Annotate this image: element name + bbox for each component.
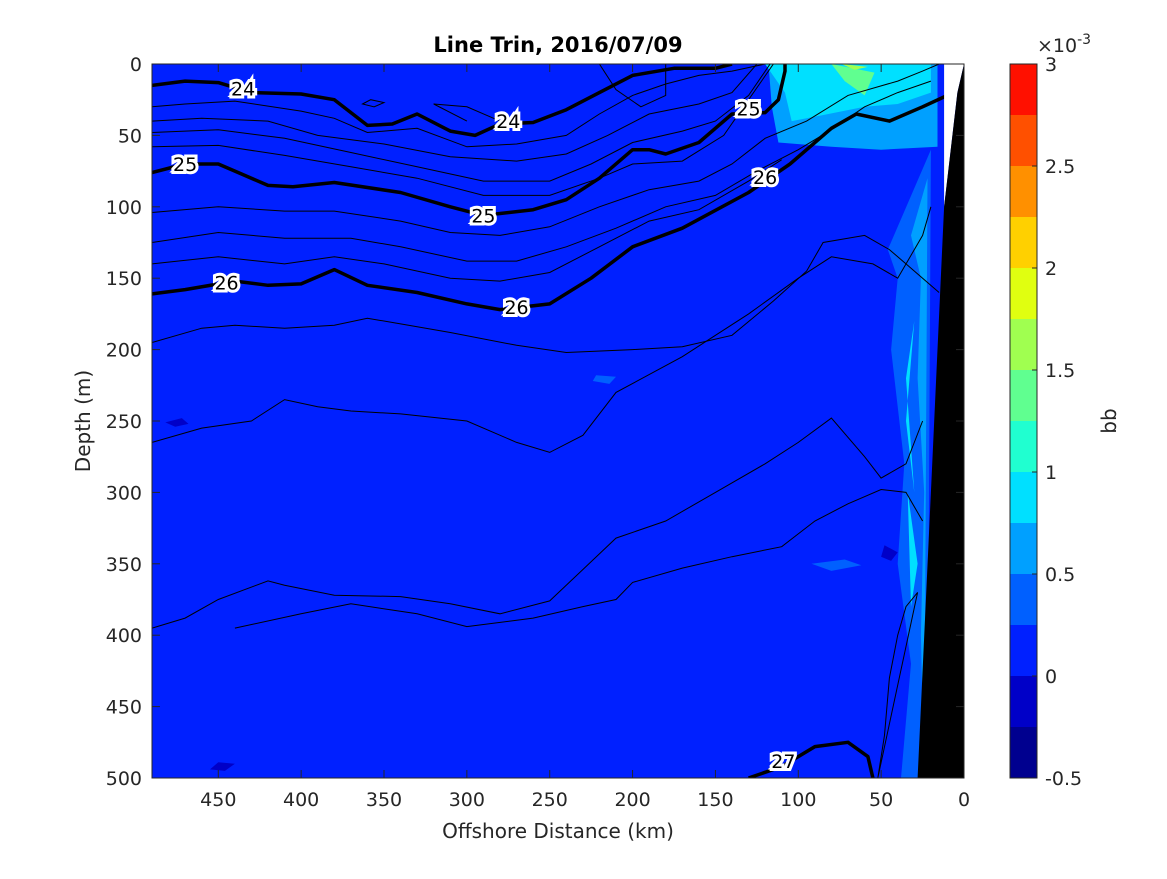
y-tick-label-400: 400 <box>106 625 142 647</box>
colorbar-band-6 <box>1010 421 1037 472</box>
density-contour-24 <box>152 64 733 138</box>
x-tick-label-200: 200 <box>614 789 650 811</box>
colorbar-band-10 <box>1010 217 1037 268</box>
thin-contour-1 <box>152 64 758 162</box>
bb-background-fill <box>152 64 964 778</box>
thin-contour-11 <box>433 103 501 122</box>
thin-contour-12 <box>598 64 667 108</box>
contour-label-27-0: 27 <box>771 751 795 773</box>
closed-contour-1 <box>877 592 919 778</box>
x-tick-label-450: 450 <box>200 789 236 811</box>
colorbar-exponent: ×10-3 <box>1037 32 1091 57</box>
colorbar-tick-label-3: 1.5 <box>1045 360 1075 382</box>
colorbar-frame <box>1009 63 1038 779</box>
colorbar: 3 2.5 2 1.5 1 0.5 0 -0.5 <box>1009 54 1082 790</box>
colorbar-tick-label-1: 2.5 <box>1045 156 1075 178</box>
y-tick-label-300: 300 <box>106 482 142 504</box>
y-tick-label-100: 100 <box>106 197 142 219</box>
coast-white-wedge <box>944 64 964 207</box>
contour-label-26-1: 26 <box>504 297 528 319</box>
colorbar-band-13 <box>1010 64 1037 115</box>
thin-contour-2 <box>152 64 771 182</box>
x-axis-label: Offshore Distance (km) <box>442 819 674 843</box>
y-tick-label-450: 450 <box>106 697 142 719</box>
y-tick-label-200: 200 <box>106 340 142 362</box>
density-contour-26 <box>152 93 949 312</box>
colorbar-band-11 <box>1010 166 1037 217</box>
y-tick-label-350: 350 <box>106 554 142 576</box>
thin-contour-6 <box>152 159 782 282</box>
plot-area: 24 24 25 25 25 26 26 26 27 <box>152 64 964 778</box>
colorbar-band-2 <box>1010 625 1037 676</box>
colorbar-label: bb <box>1097 408 1121 433</box>
colorbar-band-5 <box>1010 472 1037 523</box>
colorbar-tick-label-0: 3 <box>1045 54 1057 76</box>
bb-fill-region-1 <box>911 178 928 778</box>
colorbar-tick-label-6: 0 <box>1045 666 1057 688</box>
contour-label-24-0: 24 <box>231 78 255 100</box>
bb-fill-region-7 <box>907 492 918 607</box>
bb-small-patch-1 <box>210 762 235 771</box>
x-axis: 450 400 350 300 250 200 150 100 50 0 <box>200 64 970 811</box>
contour-label-26-0: 26 <box>214 272 238 294</box>
x-tick-label-150: 150 <box>697 789 733 811</box>
closed-contour-0 <box>361 99 386 108</box>
contour-label-26-2: 26 <box>753 167 777 189</box>
x-tick-label-100: 100 <box>780 789 816 811</box>
bb-small-patch-3 <box>811 559 862 571</box>
y-axis: 0 50 100 150 200 250 300 350 400 450 500 <box>106 54 964 790</box>
contour-label-25-1: 25 <box>471 205 495 227</box>
colorbar-band-7 <box>1010 370 1037 421</box>
x-tick-label-400: 400 <box>283 789 319 811</box>
y-axis-label: Depth (m) <box>71 370 95 472</box>
thin-contour-9 <box>152 417 924 629</box>
x-tick-label-350: 350 <box>366 789 402 811</box>
y-tick-label-50: 50 <box>118 125 142 147</box>
thin-contour-8 <box>152 206 932 453</box>
colorbar-band-4 <box>1010 523 1037 574</box>
contour-label-24-1: 24 <box>496 111 520 133</box>
y-tick-label-0: 0 <box>130 54 142 76</box>
contour-label-25-0: 25 <box>173 154 197 176</box>
bb-small-patch-2 <box>881 545 898 561</box>
x-tick-label-250: 250 <box>532 789 568 811</box>
contour-label-25-2: 25 <box>736 98 760 120</box>
thin-contour-7 <box>152 234 940 354</box>
colorbar-band-9 <box>1010 268 1037 319</box>
y-tick-label-500: 500 <box>106 768 142 790</box>
colorbar-tick-label-7: -0.5 <box>1045 768 1082 790</box>
colorbar-tick-label-5: 0.5 <box>1045 564 1075 586</box>
bb-fill-region-6 <box>906 321 915 493</box>
colorbar-band-8 <box>1010 319 1037 370</box>
colorbar-tick-label-4: 1 <box>1045 462 1057 484</box>
bb-small-patch-4 <box>592 375 616 384</box>
coast-bathymetry <box>917 64 964 778</box>
y-tick-label-250: 250 <box>106 411 142 433</box>
thin-contour-0 <box>152 64 766 148</box>
chart-title: Line Trin, 2016/07/09 <box>433 33 682 57</box>
density-contour-25 <box>152 64 787 218</box>
colorbar-band-0 <box>1010 727 1037 778</box>
x-tick-label-300: 300 <box>449 789 485 811</box>
bb-fill-region-4 <box>831 64 875 96</box>
thin-contour-3 <box>152 64 774 196</box>
colorbar-band-12 <box>1010 115 1037 166</box>
y-tick-label-150: 150 <box>106 268 142 290</box>
thin-contour-10 <box>234 488 924 629</box>
x-tick-label-0: 0 <box>958 789 970 811</box>
bb-fill-region-5 <box>841 64 868 70</box>
bb-small-patch-0 <box>165 418 189 427</box>
colorbar-band-1 <box>1010 676 1037 727</box>
bb-fill-region-3 <box>765 64 931 122</box>
colorbar-tick-label-2: 2 <box>1045 258 1057 280</box>
density-contour-27 <box>748 740 875 778</box>
thin-contour-4 <box>152 64 940 236</box>
x-tick-label-50: 50 <box>869 789 893 811</box>
colorbar-band-3 <box>1010 574 1037 625</box>
